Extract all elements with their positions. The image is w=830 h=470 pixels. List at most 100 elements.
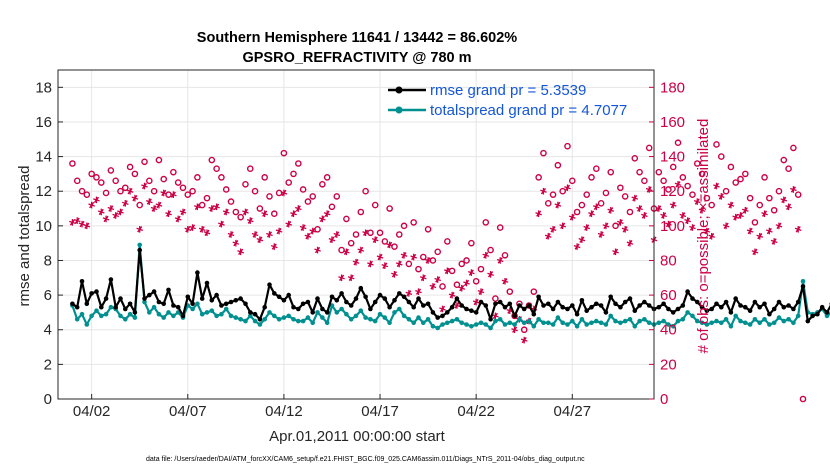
rmse-point (291, 304, 296, 310)
obs-assimilated-marker (477, 288, 485, 295)
obs-assimilated-marker (597, 231, 605, 238)
obs-assimilated-marker (621, 226, 629, 233)
totalspread-point (795, 313, 801, 319)
obs-assimilated-marker (290, 210, 297, 218)
totalspread-point (127, 311, 133, 317)
y2-tick-label: 80 (660, 252, 677, 269)
totalspread-point (286, 313, 292, 319)
rmse-point (421, 303, 426, 308)
rmse-point (223, 301, 229, 307)
rmse-point (805, 318, 811, 324)
obs-possible-marker (732, 179, 740, 186)
obs-assimilated-marker (179, 208, 187, 216)
obs-assimilated-marker (665, 220, 672, 228)
totalspread-point (257, 322, 263, 327)
chart-title: Southern Hemisphere 11641 / 13442 = 86.6… (197, 30, 518, 46)
obs-possible-marker (554, 161, 562, 169)
obs-possible-marker (69, 160, 76, 167)
totalspread-point (305, 315, 311, 320)
rmse-point (267, 282, 272, 288)
rmse-point (127, 301, 133, 307)
obs-possible-marker (501, 251, 509, 259)
rmse-point (348, 303, 354, 308)
rmse-point (151, 289, 157, 294)
rmse-point (733, 296, 738, 301)
obs-possible-marker (751, 219, 759, 226)
obs-assimilated-marker (669, 201, 677, 209)
obs-possible-marker (381, 238, 389, 245)
obs-assimilated-marker (400, 251, 408, 259)
rmse-point (344, 299, 349, 305)
rmse-point (315, 296, 320, 301)
totalspread-point (464, 322, 469, 327)
observation-count-markers (69, 139, 807, 403)
obs-assimilated-marker (136, 226, 144, 233)
y-tick-label: 6 (44, 287, 52, 304)
obs-assimilated-marker (770, 238, 778, 245)
obs-possible-marker (174, 179, 182, 186)
obs-possible-marker (458, 260, 466, 268)
rmse-point (728, 310, 734, 315)
obs-possible-marker (304, 198, 312, 205)
totalspread-point (637, 318, 642, 324)
totalspread-point (497, 317, 503, 322)
rmse-point (546, 301, 551, 307)
totalspread-point (546, 320, 551, 326)
rmse-point (430, 310, 436, 315)
x-tick-label: 04/07 (169, 403, 207, 420)
totalspread-point (435, 325, 441, 331)
totalspread-point (238, 317, 243, 322)
obs-possible-marker (621, 193, 629, 200)
obs-possible-marker (266, 193, 273, 200)
obs-assimilated-marker (564, 184, 571, 192)
obs-assimilated-marker (496, 257, 504, 264)
rmse-point (767, 311, 772, 317)
rmse-point (555, 299, 561, 305)
totalspread-point (99, 313, 104, 319)
totalspread-point (598, 320, 604, 326)
rmse-point (334, 298, 340, 303)
totalspread-point (512, 322, 517, 327)
obs-assimilated-marker (189, 224, 196, 231)
obs-possible-marker (698, 170, 706, 178)
obs-assimilated-marker (270, 243, 278, 250)
totalspread-point (622, 318, 628, 324)
totalspread-point (392, 310, 397, 315)
totalspread-point (406, 317, 412, 322)
obs-possible-marker (477, 265, 485, 273)
obs-possible-marker (357, 208, 365, 216)
x-axis-ticks: 04/02 04/07 04/12 04/17 04/22 04/27 (73, 394, 591, 420)
totalspread-point (589, 320, 594, 326)
obs-assimilated-marker (559, 222, 567, 230)
obs-possible-marker (568, 177, 576, 185)
totalspread-point (320, 315, 325, 320)
y2-tick-label: 160 (660, 114, 685, 131)
obs-assimilated-marker (304, 232, 312, 240)
obs-possible-marker (362, 187, 369, 195)
totalspread-point (685, 310, 690, 315)
obs-possible-marker (588, 174, 595, 181)
rmse-point (445, 310, 450, 315)
obs-possible-marker (131, 170, 139, 178)
obs-assimilated-marker (160, 189, 168, 197)
obs-assimilated-marker (395, 260, 403, 268)
totalspread-point (632, 324, 638, 329)
obs-possible-marker (415, 265, 422, 273)
obs-possible-marker (559, 187, 566, 195)
y-tick-label: 2 (44, 356, 52, 373)
totalspread-point (190, 306, 195, 312)
obs-possible-marker (275, 189, 283, 197)
rmse-point (296, 306, 301, 312)
obs-possible-marker (242, 180, 249, 188)
rmse-point (747, 308, 753, 314)
totalspread-point (517, 317, 522, 322)
obs-assimilated-marker (222, 208, 230, 216)
rmse-point (502, 304, 508, 310)
totalspread-point (363, 315, 368, 320)
totalspread-point (156, 311, 162, 317)
totalspread-point (738, 318, 743, 324)
obs-assimilated-marker (751, 248, 759, 256)
totalspread-point (276, 317, 282, 322)
totalspread-point (272, 313, 277, 319)
rmse-point (171, 303, 176, 308)
